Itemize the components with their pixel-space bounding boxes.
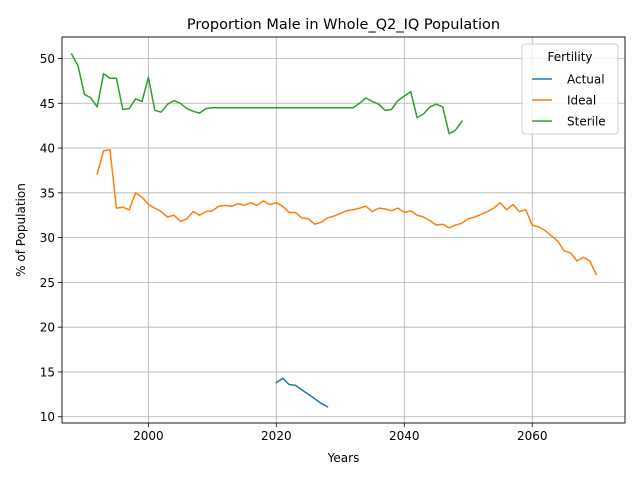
x-tick-label-3: 2060: [517, 429, 548, 443]
y-axis-title: % of Population: [14, 183, 28, 277]
legend-label-ideal: Ideal: [567, 94, 596, 108]
chart-title: Proportion Male in Whole_Q2_IQ Populatio…: [187, 17, 500, 33]
plot-frame: [61, 36, 626, 424]
y-tick-label-3: 25: [40, 276, 55, 290]
y-tick-label-8: 50: [40, 52, 55, 66]
x-tick-label-0: 2000: [133, 429, 164, 443]
legend-box: [521, 43, 619, 135]
series-line-ideal: [96, 149, 598, 276]
y-tick-label-2: 20: [40, 321, 55, 335]
legend-label-sterile: Sterile: [567, 115, 606, 129]
y-tick-label-4: 30: [40, 231, 55, 245]
y-tick-label-1: 15: [40, 365, 55, 379]
grid: [62, 37, 625, 423]
y-tick-label-5: 35: [40, 186, 55, 200]
legend-title: Fertility: [547, 50, 592, 64]
y-tick-label-0: 10: [40, 410, 55, 424]
series-lines: [70, 52, 598, 408]
x-axis-title: Years: [327, 451, 360, 465]
axis-ticks: 2000 2020 2040 2060 10 15 20 25 30 35 40 45 50: [40, 52, 548, 443]
legend: Fertility Actual Ideal Sterile: [521, 43, 619, 135]
series-line-actual: [275, 377, 329, 408]
series-line-sterile: [70, 52, 463, 135]
y-tick-label-6: 40: [40, 142, 55, 156]
x-tick-label-2: 2040: [389, 429, 420, 443]
y-tick-label-7: 45: [40, 97, 55, 111]
legend-label-actual: Actual: [567, 73, 605, 87]
x-tick-label-1: 2020: [261, 429, 292, 443]
legend-entries: Actual Ideal Sterile: [532, 73, 606, 129]
